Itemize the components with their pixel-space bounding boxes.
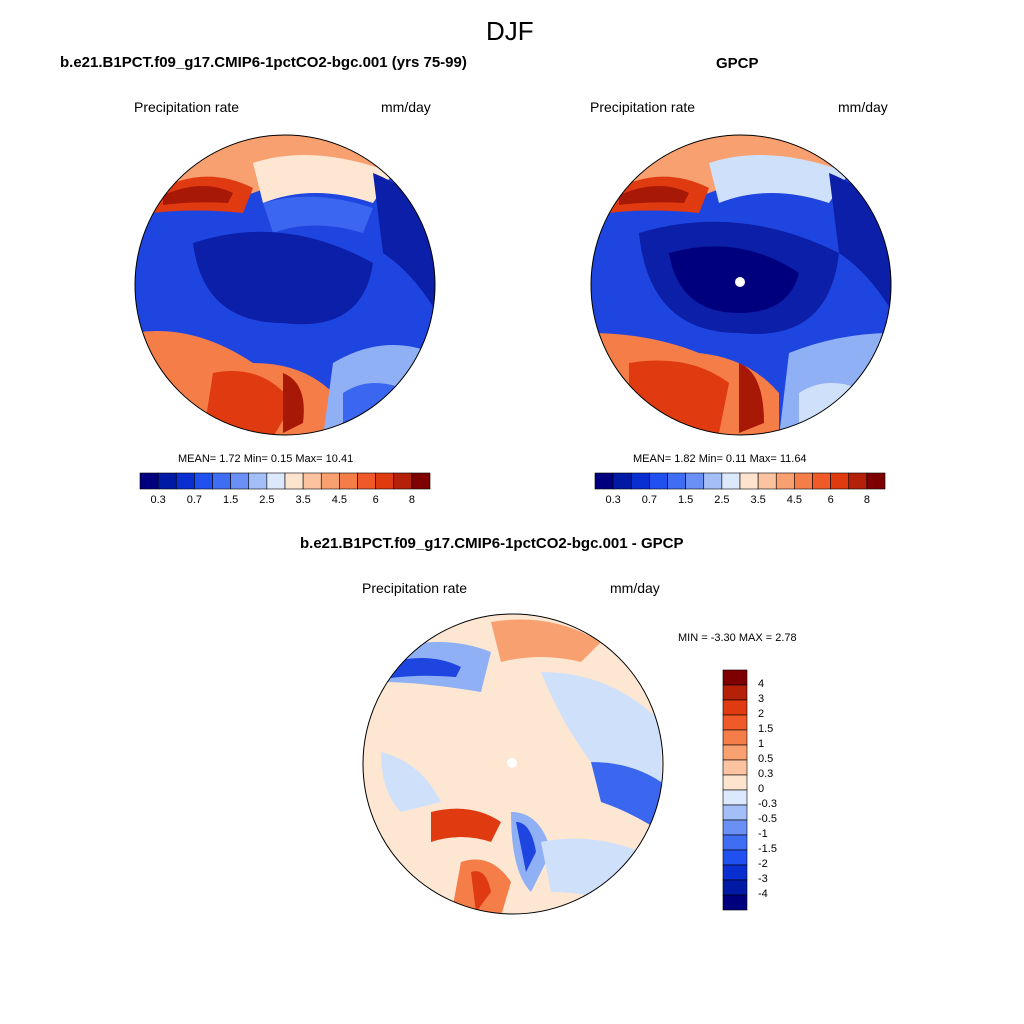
colorbar-tick-label: 8 — [408, 494, 415, 506]
colorbar-tick-label: 0.7 — [186, 494, 203, 506]
diff-panel-title: b.e21.B1PCT.f09_g17.CMIP6-1pctCO2-bgc.00… — [300, 535, 684, 552]
colorbar-swatch — [848, 472, 868, 490]
colorbar-swatch — [248, 472, 268, 490]
colorbar-swatch — [739, 472, 759, 490]
colorbar-tick-label: 8 — [863, 494, 870, 506]
colorbar-swatch — [139, 472, 159, 490]
colorbar-tick-label: -3 — [758, 873, 768, 885]
obs-polar-map — [590, 134, 892, 436]
colorbar-swatch — [194, 472, 213, 490]
colorbar-swatch — [722, 699, 748, 716]
colorbar-tick-label: -2 — [758, 858, 768, 870]
obs-panel-title: GPCP — [716, 55, 759, 72]
colorbar-swatch — [612, 472, 632, 490]
diff-stats: MIN = -3.30 MAX = 2.78 — [678, 632, 797, 644]
colorbar-swatch — [722, 714, 748, 731]
obs-variable-label: Precipitation rate — [590, 99, 696, 115]
colorbar-swatch — [212, 472, 231, 490]
colorbar-tick-label: 3 — [758, 693, 765, 705]
colorbar-swatch — [722, 759, 748, 776]
colorbar-swatch — [175, 472, 195, 490]
model-panel-title: b.e21.B1PCT.f09_g17.CMIP6-1pctCO2-bgc.00… — [60, 54, 467, 71]
colorbar-swatch — [721, 472, 741, 490]
colorbar-swatch — [722, 669, 748, 686]
colorbar-swatch — [722, 774, 748, 791]
colorbar-swatch — [393, 472, 413, 490]
obs-stats: MEAN= 1.82 Min= 0.11 Max= 11.64 — [633, 453, 807, 465]
colorbar-swatch — [594, 472, 614, 490]
colorbar-swatch — [284, 472, 304, 490]
colorbar-tick-label: 2.5 — [714, 494, 730, 506]
colorbar-tick-label: 3.5 — [295, 494, 311, 506]
colorbar-tick-label: 3.5 — [750, 494, 766, 506]
colorbar-swatch — [722, 729, 748, 746]
colorbar-swatch — [722, 894, 748, 911]
colorbar-tick-label: 1.5 — [222, 494, 239, 506]
colorbar-tick-label: 4.5 — [331, 494, 348, 506]
colorbar-tick-label: -0.5 — [758, 813, 777, 825]
diff-variable-label: Precipitation rate — [362, 580, 468, 596]
colorbar-swatch — [866, 472, 886, 490]
colorbar-tick-label: 0.3 — [150, 494, 166, 506]
colorbar-swatch — [357, 472, 376, 490]
model-colorbar — [139, 472, 431, 490]
colorbar-swatch — [157, 472, 177, 490]
colorbar-tick-label: 4 — [758, 678, 765, 690]
colorbar-tick-label: 0.3 — [605, 494, 621, 506]
colorbar-tick-label: 2 — [758, 708, 765, 720]
colorbar-tick-label: 4.5 — [786, 494, 803, 506]
diff-units-label: mm/day — [610, 580, 660, 596]
colorbar-tick-label: 6 — [372, 494, 379, 506]
colorbar-tick-label: 1.5 — [677, 494, 694, 506]
main-title: DJF — [486, 16, 534, 46]
colorbar-swatch — [722, 744, 748, 761]
colorbar-tick-label: 0 — [758, 783, 765, 795]
colorbar-tick-label: 0.7 — [641, 494, 658, 506]
colorbar-swatch — [703, 472, 723, 490]
colorbar-swatch — [722, 804, 748, 821]
colorbar-swatch — [649, 472, 668, 490]
colorbar-tick-label: 0.3 — [758, 768, 774, 780]
colorbar-swatch — [266, 472, 286, 490]
colorbar-swatch — [722, 879, 748, 896]
obs-units-label: mm/day — [838, 99, 888, 115]
colorbar-swatch — [722, 819, 748, 836]
colorbar-swatch — [722, 684, 748, 701]
colorbar-tick-label: -0.3 — [758, 798, 777, 810]
colorbar-swatch — [722, 864, 748, 881]
colorbar-swatch — [757, 472, 777, 490]
colorbar-swatch — [722, 789, 748, 806]
colorbar-swatch — [339, 472, 358, 490]
model-stats: MEAN= 1.72 Min= 0.15 Max= 10.41 — [178, 453, 354, 465]
colorbar-tick-label: -1.5 — [758, 843, 777, 855]
colorbar-swatch — [230, 472, 250, 490]
colorbar-tick-label: 6 — [827, 494, 834, 506]
colorbar-tick-label: 1.5 — [758, 723, 774, 735]
colorbar-swatch — [775, 472, 795, 490]
model-polar-map — [134, 134, 436, 436]
colorbar-swatch — [722, 849, 748, 866]
colorbar-swatch — [830, 472, 850, 490]
colorbar-tick-label: 1 — [758, 738, 765, 750]
colorbar-swatch — [812, 472, 831, 490]
colorbar-swatch — [375, 472, 395, 490]
diff-colorbar — [722, 669, 748, 911]
model-variable-label: Precipitation rate — [134, 99, 240, 115]
colorbar-swatch — [630, 472, 650, 490]
diff-polar-map — [362, 613, 664, 915]
colorbar-tick-label: -1 — [758, 828, 768, 840]
colorbar-tick-label: 2.5 — [259, 494, 275, 506]
colorbar-swatch — [411, 472, 431, 490]
colorbar-tick-label: 0.5 — [758, 753, 774, 765]
colorbar-swatch — [794, 472, 813, 490]
colorbar-swatch — [320, 472, 340, 490]
colorbar-tick-label: -4 — [758, 888, 768, 900]
colorbar-swatch — [722, 834, 748, 851]
colorbar-swatch — [667, 472, 686, 490]
model-units-label: mm/day — [381, 99, 431, 115]
obs-colorbar — [594, 472, 886, 490]
colorbar-swatch — [302, 472, 322, 490]
colorbar-swatch — [685, 472, 705, 490]
